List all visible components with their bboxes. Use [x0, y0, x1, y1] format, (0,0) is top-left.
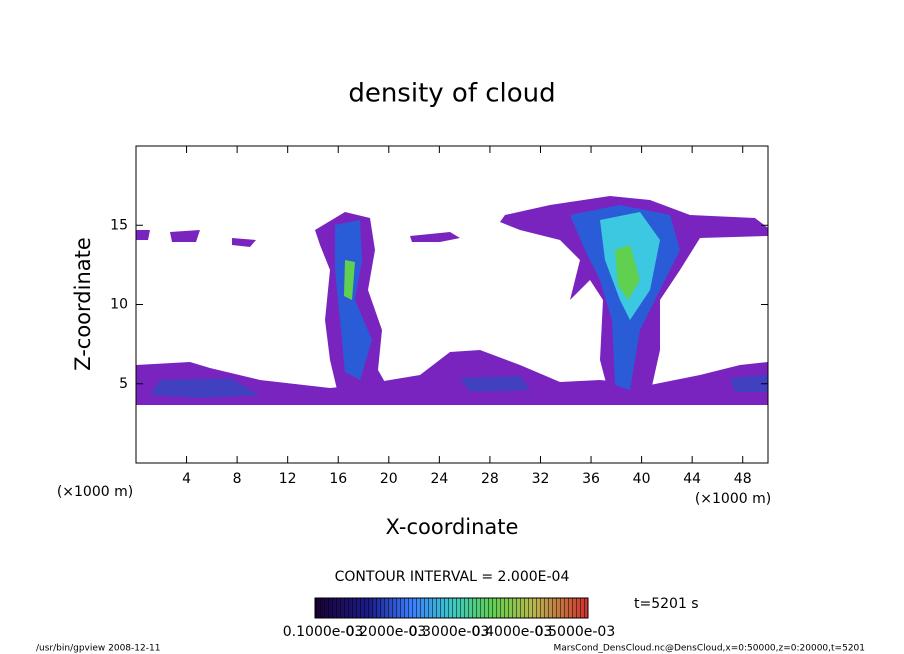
x-tick-label: 32: [532, 471, 550, 487]
x-tick-label: 44: [683, 471, 701, 487]
chart-title: density of cloud: [348, 79, 555, 109]
y-tick-label: 15: [110, 217, 128, 233]
colorbar-label: 0.3000e-03: [409, 624, 489, 640]
colorbar-stripes: [315, 598, 588, 618]
cloud-field: [136, 196, 768, 405]
colorbar-label: 0.2000e-03: [346, 624, 426, 640]
y-tick-label: 10: [110, 297, 128, 313]
x-tick-label: 28: [481, 471, 499, 487]
axes: [135, 145, 769, 464]
x-tick-label: 48: [734, 471, 752, 487]
x-tick-label: 40: [633, 471, 651, 487]
colorbar-label: 0.5000e-03: [535, 624, 615, 640]
x-axis-label: X-coordinate: [386, 515, 519, 539]
x-tick-label: 36: [582, 471, 600, 487]
x-unit-label: (×1000 m): [695, 491, 771, 507]
x-unit-label: (×1000 m): [57, 484, 133, 500]
footer-right: MarsCond_DensCloud.nc@DensCloud,x=0:5000…: [554, 644, 866, 654]
y-axis-label: Z-coordinate: [71, 237, 95, 371]
x-tick-label: 8: [233, 471, 242, 487]
x-tick-label: 24: [430, 471, 448, 487]
colorbar-label: 0.4000e-03: [472, 624, 552, 640]
footer-left: /usr/bin/gpview 2008-12-11: [36, 644, 160, 654]
colorbar-label: 0.1000e-03: [283, 624, 363, 640]
x-tick-label: 4: [182, 471, 191, 487]
x-tick-label: 20: [380, 471, 398, 487]
time-label: t=5201 s: [634, 596, 699, 612]
plot-frame: [135, 145, 769, 464]
y-tick-label: 5: [119, 376, 128, 392]
x-tick-label: 16: [329, 471, 347, 487]
x-tick-label: 12: [279, 471, 297, 487]
contour-interval: CONTOUR INTERVAL = 2.000E-04: [335, 569, 570, 585]
